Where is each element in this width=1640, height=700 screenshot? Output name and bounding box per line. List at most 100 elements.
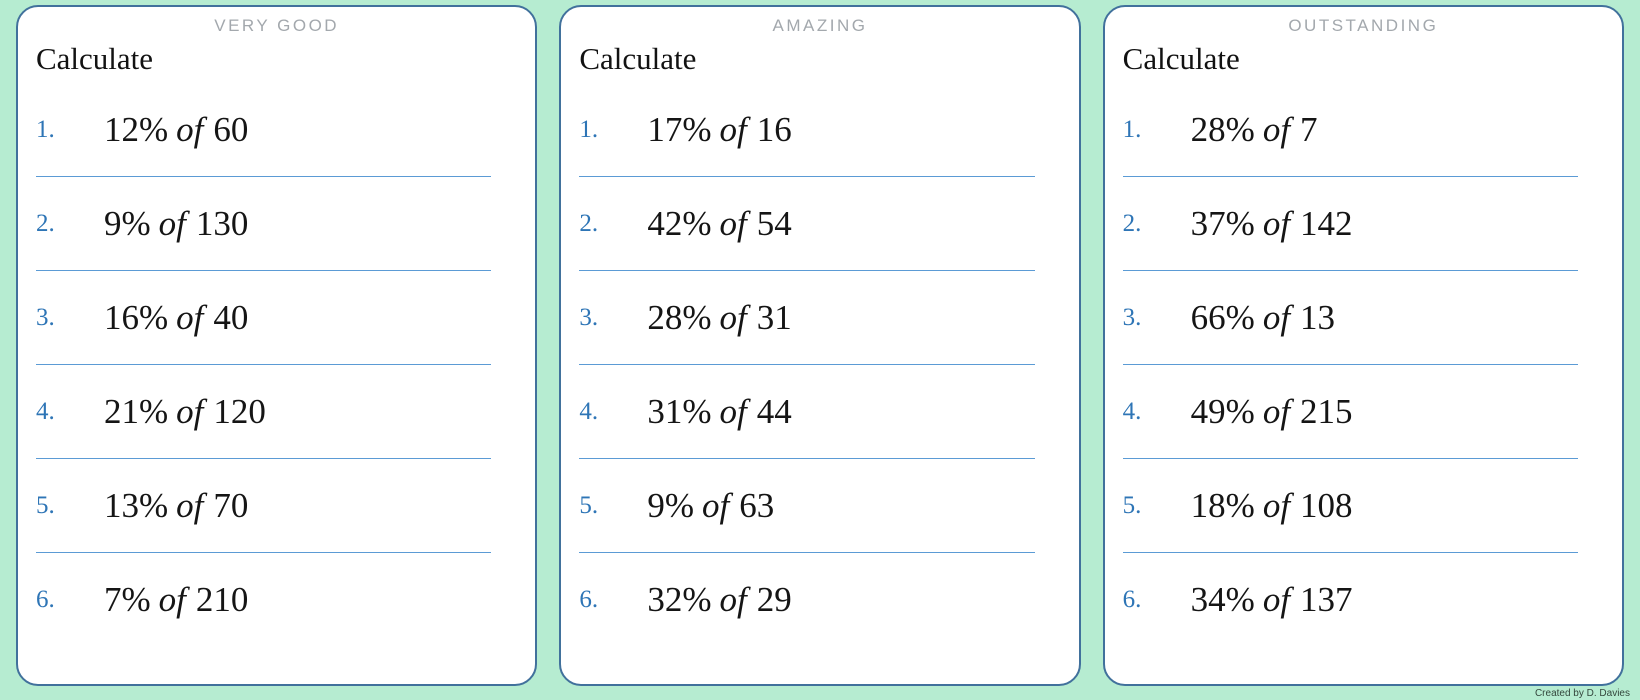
card-heading: Calculate <box>36 41 154 76</box>
problem-value: 137 <box>1300 579 1353 619</box>
card-title: VERY GOOD <box>214 16 340 35</box>
worksheet-card: VERY GOOD Calculate 1. 12% of 60 2. 9% of 130 3. 16… <box>16 5 538 686</box>
problem-number: 6. <box>36 585 55 613</box>
problem-row: 5. 13% of 70 <box>36 459 492 553</box>
worksheet-card: OUTSTANDING Calculate 1. 28% of 7 2. 37% of 142 3.… <box>1102 5 1624 686</box>
problem-row: 4. 21% of 120 <box>36 365 492 459</box>
problem-expression: 17% of 16 <box>647 110 791 150</box>
problem-number: 4. <box>579 397 599 425</box>
card-title: AMAZING <box>772 16 868 35</box>
problem-value: 108 <box>1300 485 1353 525</box>
problem-percent: 31% <box>647 391 712 431</box>
problem-percent: 42% <box>647 203 712 243</box>
of-word: of <box>1262 109 1291 149</box>
problem-expression: 42% of 54 <box>647 204 791 244</box>
of-word: of <box>176 109 204 149</box>
problem-percent: 9% <box>104 203 151 243</box>
problem-value: 215 <box>1300 391 1353 431</box>
of-word: of <box>176 297 204 337</box>
card-heading: Calculate <box>1122 41 1240 76</box>
problem-value: 54 <box>756 203 792 243</box>
problem-number: 2. <box>36 209 55 237</box>
problem-row: 5. 9% of 63 <box>579 459 1035 553</box>
problem-expression: 18% of 108 <box>1191 486 1353 526</box>
problem-row: 3. 28% of 31 <box>579 271 1035 365</box>
problem-expression: 16% of 40 <box>104 298 248 338</box>
problem-number: 4. <box>36 397 55 425</box>
problem-number: 3. <box>1122 303 1142 331</box>
problem-row: 1. 12% of 60 <box>36 83 492 177</box>
problem-value: 120 <box>213 391 266 431</box>
card-heading: Calculate <box>579 41 697 76</box>
problem-percent: 12% <box>104 109 169 149</box>
problem-number: 1. <box>579 115 599 143</box>
problem-expression: 28% of 31 <box>647 298 791 338</box>
problem-row: 3. 66% of 13 <box>1122 271 1578 365</box>
problem-expression: 34% of 137 <box>1191 580 1353 620</box>
problem-percent: 9% <box>647 485 694 525</box>
problem-number: 3. <box>36 303 55 331</box>
problem-row: 6. 7% of 210 <box>36 553 491 646</box>
of-word: of <box>1262 203 1291 243</box>
card-title: OUTSTANDING <box>1288 16 1439 35</box>
problem-percent: 32% <box>647 579 712 619</box>
problem-percent: 16% <box>104 297 169 337</box>
of-word: of <box>176 485 204 525</box>
problem-row: 1. 17% of 16 <box>579 83 1035 177</box>
problem-number: 3. <box>579 303 599 331</box>
problem-percent: 37% <box>1190 203 1255 243</box>
problem-row: 6. 32% of 29 <box>579 553 1034 646</box>
of-word: of <box>176 391 204 431</box>
problem-expression: 32% of 29 <box>647 580 791 620</box>
problem-row: 2. 9% of 130 <box>36 177 492 271</box>
problem-expression: 37% of 142 <box>1191 204 1353 244</box>
problem-value: 130 <box>195 203 249 243</box>
problem-row: 2. 37% of 142 <box>1122 177 1578 271</box>
problem-percent: 28% <box>647 297 712 337</box>
problem-percent: 18% <box>1190 485 1255 525</box>
of-word: of <box>1262 297 1291 337</box>
problem-list: 1. 17% of 16 2. 42% of 54 3. 28% of 31 4. 31% of 44 5. 9%… <box>579 83 1060 646</box>
problem-list: 1. 28% of 7 2. 37% of 142 3. 66% of 13 4. 49% of 215 5. 1… <box>1122 83 1604 646</box>
of-word: of <box>701 485 730 525</box>
problem-number: 6. <box>1122 585 1142 613</box>
problem-percent: 7% <box>104 579 151 619</box>
problem-row: 1. 28% of 7 <box>1122 83 1578 177</box>
of-word: of <box>719 579 747 619</box>
problem-value: 7 <box>1300 109 1318 149</box>
problem-value: 44 <box>756 391 792 431</box>
problem-expression: 31% of 44 <box>647 392 791 432</box>
problem-expression: 21% of 120 <box>104 392 266 432</box>
problem-expression: 9% of 130 <box>104 204 248 244</box>
problem-percent: 17% <box>647 109 712 149</box>
problem-row: 3. 16% of 40 <box>36 271 492 365</box>
problem-row: 4. 31% of 44 <box>579 365 1035 459</box>
problem-row: 2. 42% of 54 <box>579 177 1035 271</box>
problem-value: 40 <box>213 297 249 337</box>
of-word: of <box>1262 391 1291 431</box>
problem-expression: 7% of 210 <box>104 580 248 620</box>
problem-number: 1. <box>36 115 55 143</box>
of-word: of <box>158 203 186 243</box>
problem-expression: 13% of 70 <box>104 486 248 526</box>
problem-number: 2. <box>1122 209 1142 237</box>
problem-value: 63 <box>739 485 775 525</box>
problem-value: 16 <box>756 109 792 149</box>
problem-value: 210 <box>195 579 249 619</box>
problem-row: 5. 18% of 108 <box>1122 459 1578 553</box>
problem-value: 142 <box>1300 203 1353 243</box>
credit-text: Created by D. Davies <box>1534 688 1630 699</box>
problem-number: 5. <box>1122 491 1142 519</box>
problem-value: 31 <box>756 297 792 337</box>
problem-value: 13 <box>1300 297 1336 337</box>
problem-row: 4. 49% of 215 <box>1122 365 1578 459</box>
problem-number: 2. <box>579 209 599 237</box>
worksheet-card: AMAZING Calculate 1. 17% of 16 2. 42% of 54 3. 28% o… <box>559 5 1081 686</box>
problem-number: 5. <box>36 491 55 519</box>
problem-number: 4. <box>1122 397 1142 425</box>
problem-percent: 34% <box>1190 579 1255 619</box>
problem-value: 60 <box>213 109 249 149</box>
of-word: of <box>719 203 747 243</box>
of-word: of <box>719 109 747 149</box>
